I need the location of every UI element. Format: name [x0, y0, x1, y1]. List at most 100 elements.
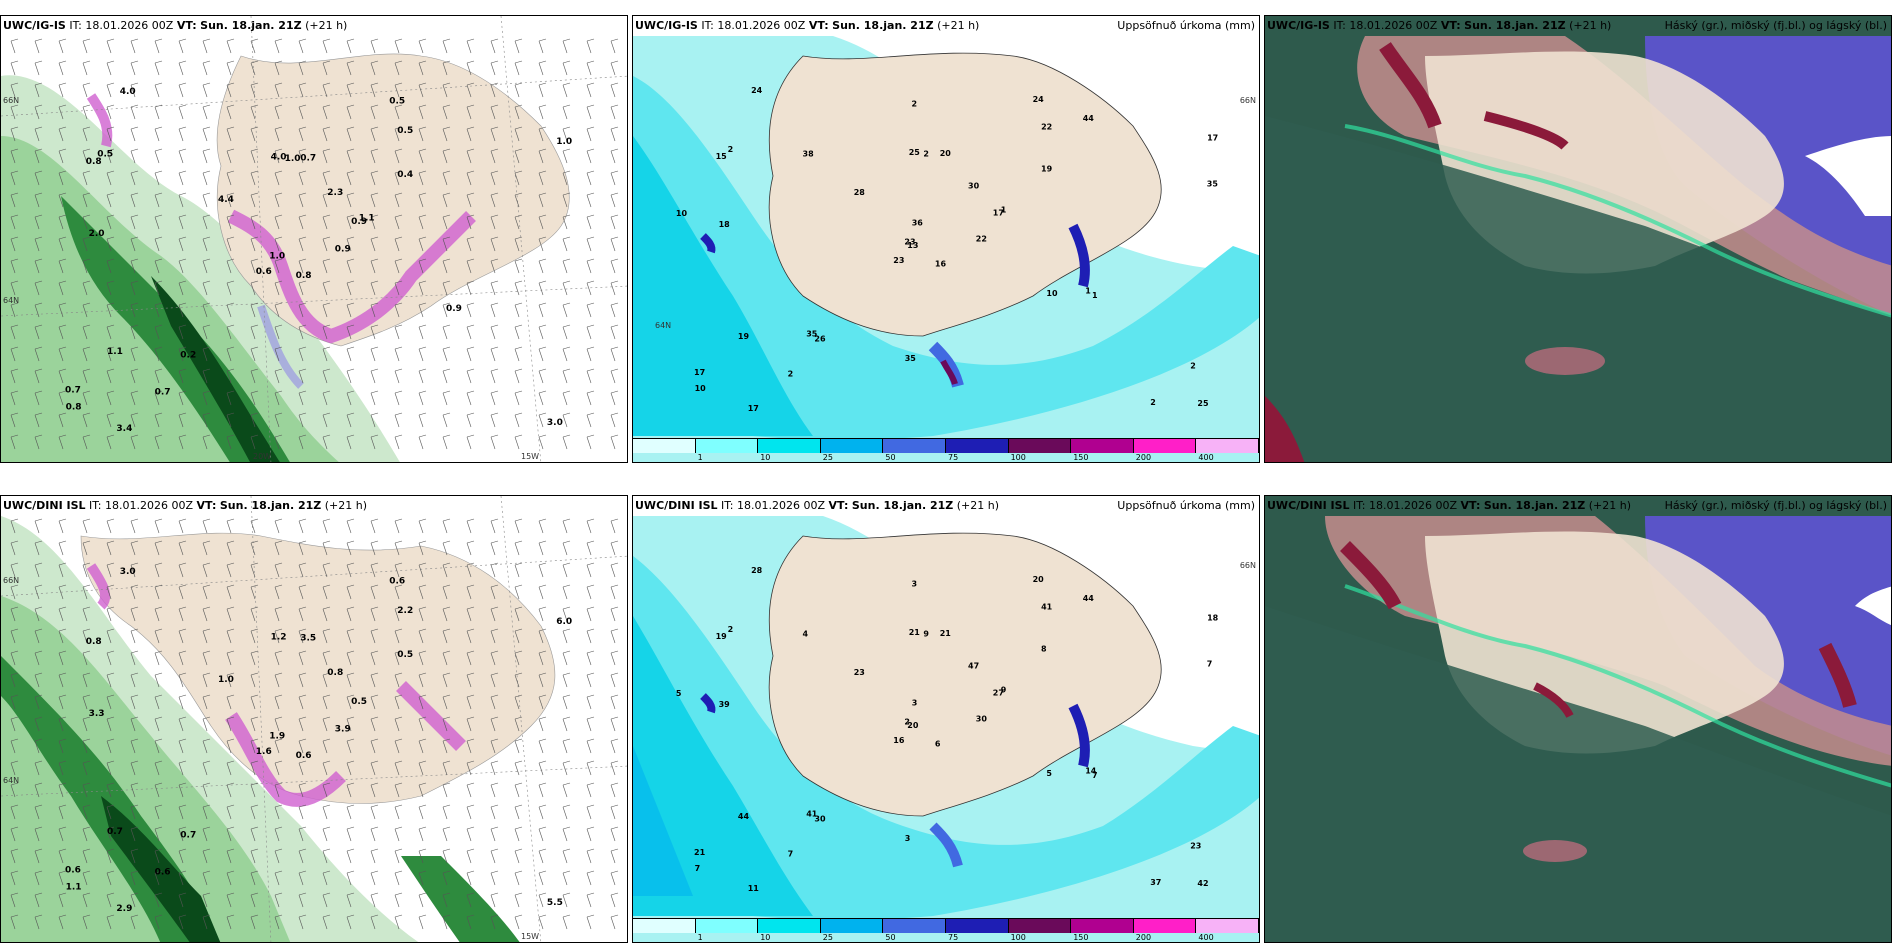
- wind-barb: [154, 414, 160, 428]
- wind-barb-flag: [322, 214, 331, 218]
- wind-barb: [82, 150, 88, 164]
- wind-barb: [130, 828, 136, 842]
- wind-barb: [442, 84, 448, 98]
- wind-barb-flag: [10, 280, 19, 284]
- panel-precip-dini: UWC/DINI ISL IT: 18.01.2026 00Z VT: Sun.…: [632, 495, 1260, 943]
- wind-barb: [250, 542, 256, 556]
- wind-barb-flag: [322, 914, 331, 918]
- value-label: 2: [1190, 362, 1196, 371]
- wind-barb: [610, 348, 616, 362]
- wind-barb: [466, 62, 472, 76]
- wind-barb-flag: [106, 870, 115, 874]
- wind-barb: [514, 806, 520, 820]
- wind-barb: [562, 850, 568, 864]
- wind-barb-flag: [490, 126, 499, 130]
- wind-barb: [562, 784, 568, 798]
- wind-barb: [610, 304, 616, 318]
- wind-barb: [514, 872, 520, 886]
- wind-barb: [34, 414, 40, 428]
- wind-barb-flag: [10, 738, 19, 742]
- wind-barb-flag: [322, 38, 331, 42]
- wind-barb: [130, 194, 136, 208]
- wind-barb: [490, 370, 496, 384]
- wind-barb: [274, 718, 280, 732]
- wind-barb-flag: [322, 606, 331, 610]
- wind-barb: [202, 718, 208, 732]
- wind-barb-flag: [250, 606, 259, 610]
- wind-barb-flag: [394, 760, 403, 764]
- value-label: 3.0: [120, 567, 136, 577]
- wind-barb-flag: [202, 914, 211, 918]
- wind-barb-flag: [490, 368, 499, 372]
- wind-barb: [82, 784, 88, 798]
- value-label: 14: [1085, 767, 1097, 776]
- wind-barb-flag: [106, 650, 115, 654]
- wind-barb: [466, 216, 472, 230]
- wind-barb-flag: [610, 148, 619, 152]
- wind-barb-flag: [10, 562, 19, 566]
- wind-barb-flag: [586, 324, 595, 328]
- wind-barb-flag: [538, 126, 547, 130]
- wind-barb-flag: [298, 82, 307, 86]
- wind-barb: [610, 542, 616, 556]
- value-label: 0.8: [66, 402, 82, 412]
- wind-barb: [10, 40, 16, 54]
- wind-barb: [586, 238, 592, 252]
- wind-barb-flag: [106, 540, 115, 544]
- wind-barb: [298, 304, 304, 318]
- wind-barb: [106, 216, 112, 230]
- value-label: 41: [1041, 603, 1053, 612]
- wind-barb: [490, 542, 496, 556]
- wind-barb-flag: [298, 104, 307, 108]
- wind-barb-flag: [490, 170, 499, 174]
- wind-barb: [130, 106, 136, 120]
- wind-barb: [346, 608, 352, 622]
- wind-barb: [322, 282, 328, 296]
- wind-barb-flag: [514, 368, 523, 372]
- wind-barb: [154, 84, 160, 98]
- wind-barb-flag: [610, 280, 619, 284]
- wind-barb-flag: [154, 60, 163, 64]
- wind-barb: [418, 40, 424, 54]
- wind-barb: [538, 916, 544, 930]
- wind-barb: [250, 740, 256, 754]
- wind-barb: [442, 172, 448, 186]
- wind-barb: [538, 326, 544, 340]
- wind-barb-flag: [58, 38, 67, 42]
- legend-swatch: [883, 919, 946, 933]
- value-label: 1.0: [218, 675, 234, 685]
- wind-barb: [514, 564, 520, 578]
- wind-barb: [562, 564, 568, 578]
- wind-barb: [442, 894, 448, 908]
- wind-barb: [226, 850, 232, 864]
- wind-barb-flag: [514, 672, 523, 676]
- wind-barb-flag: [34, 518, 43, 522]
- wind-barb-flag: [490, 324, 499, 328]
- wind-barb-flag: [82, 892, 91, 896]
- wind-barb-flag: [514, 914, 523, 918]
- wind-barb-flag: [514, 192, 523, 196]
- wind-barb: [34, 608, 40, 622]
- wind-barb-flag: [490, 104, 499, 108]
- wind-barb: [418, 762, 424, 776]
- wind-barb-flag: [130, 258, 139, 262]
- wind-barb: [154, 150, 160, 164]
- wind-barb: [418, 392, 424, 406]
- wind-barb-flag: [610, 562, 619, 566]
- wind-barb-flag: [442, 606, 451, 610]
- wind-barb-flag: [58, 82, 67, 86]
- wind-barb: [82, 238, 88, 252]
- wind-barb-flag: [106, 82, 115, 86]
- wind-barb: [82, 850, 88, 864]
- wind-barb: [610, 326, 616, 340]
- wind-barb: [346, 40, 352, 54]
- wind-barb-flag: [442, 38, 451, 42]
- value-label: 15: [716, 152, 728, 161]
- wind-barb: [34, 128, 40, 142]
- wind-barb: [58, 696, 64, 710]
- wind-barb-flag: [562, 870, 571, 874]
- wind-barb-flag: [202, 280, 211, 284]
- wind-barb-flag: [274, 870, 283, 874]
- wind-barb: [538, 128, 544, 142]
- wind-barb: [178, 894, 184, 908]
